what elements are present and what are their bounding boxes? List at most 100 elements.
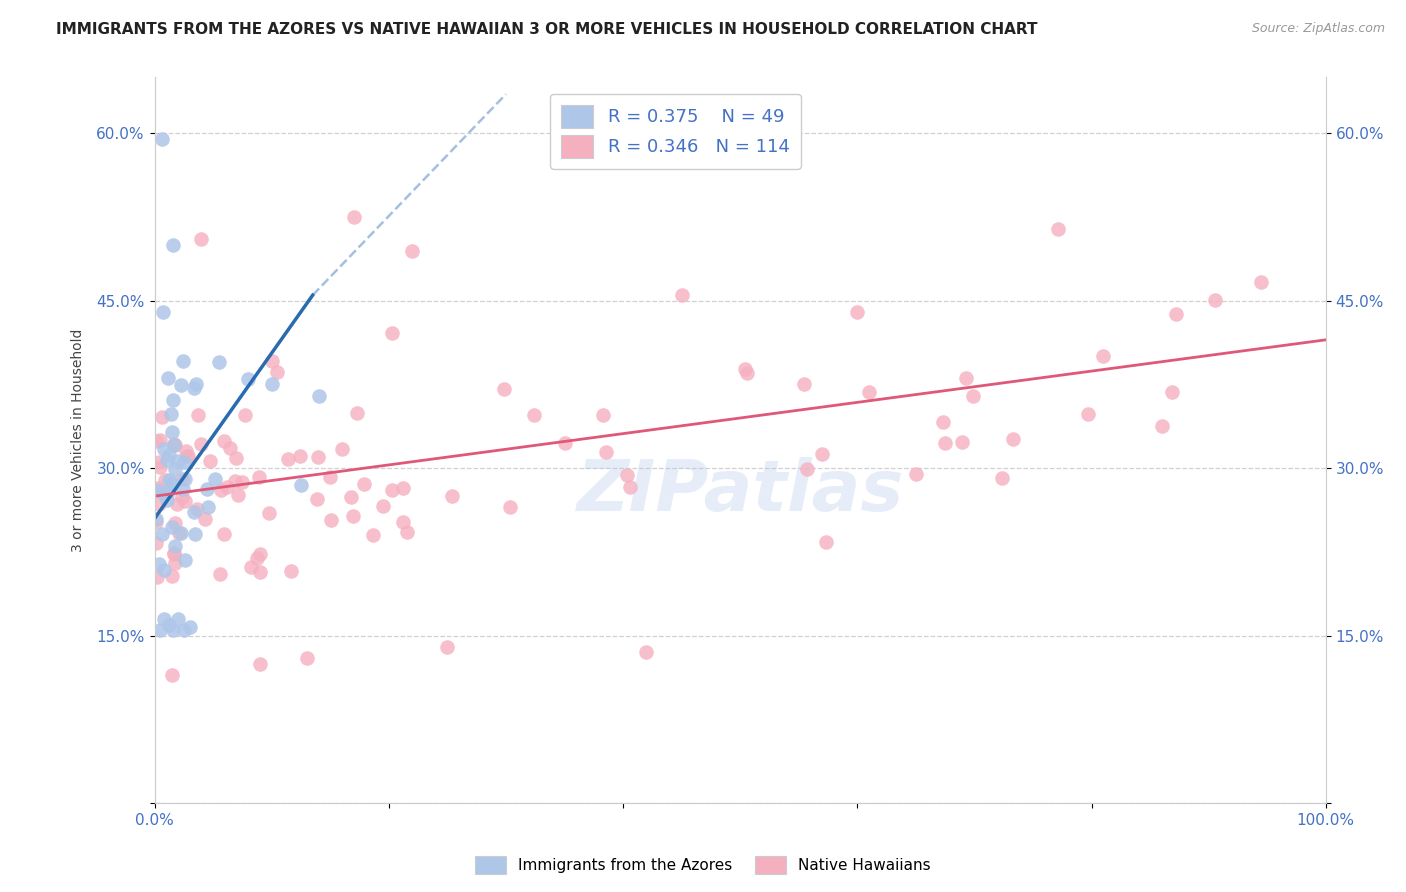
- Point: [212, 434, 235, 448]
- Point: [266, 365, 288, 379]
- Point: [172, 354, 194, 368]
- Point: [955, 371, 977, 385]
- Point: [1092, 349, 1115, 363]
- Point: [163, 461, 186, 475]
- Point: [215, 480, 238, 494]
- Point: [319, 514, 342, 528]
- Point: [187, 409, 209, 423]
- Point: [167, 454, 190, 468]
- Point: [170, 378, 193, 392]
- Point: [150, 527, 173, 541]
- Point: [145, 483, 167, 498]
- Point: [290, 478, 312, 492]
- Point: [153, 612, 176, 626]
- Point: [343, 210, 366, 224]
- Point: [308, 389, 330, 403]
- Point: [160, 475, 183, 490]
- Point: [160, 519, 183, 533]
- Point: [150, 132, 173, 146]
- Point: [353, 477, 375, 491]
- Point: [240, 560, 263, 574]
- Point: [990, 470, 1012, 484]
- Point: [950, 434, 973, 449]
- Point: [846, 305, 869, 319]
- Point: [177, 449, 200, 463]
- Point: [249, 657, 271, 671]
- Legend: Immigrants from the Azores, Native Hawaiians: Immigrants from the Azores, Native Hawai…: [470, 850, 936, 880]
- Point: [149, 623, 172, 637]
- Point: [1001, 432, 1024, 446]
- Point: [257, 506, 280, 520]
- Point: [150, 410, 173, 425]
- Point: [391, 481, 413, 495]
- Point: [224, 474, 246, 488]
- Point: [145, 515, 167, 529]
- Point: [165, 556, 187, 570]
- Point: [208, 355, 231, 369]
- Point: [145, 536, 167, 550]
- Point: [157, 617, 180, 632]
- Point: [238, 372, 260, 386]
- Point: [163, 438, 186, 452]
- Point: [166, 497, 188, 511]
- Point: [246, 551, 269, 566]
- Point: [636, 645, 658, 659]
- Point: [152, 563, 174, 577]
- Point: [962, 389, 984, 403]
- Point: [363, 528, 385, 542]
- Point: [1046, 222, 1069, 236]
- Point: [231, 475, 253, 489]
- Point: [148, 558, 170, 572]
- Point: [152, 486, 174, 500]
- Point: [173, 455, 195, 469]
- Point: [218, 442, 240, 456]
- Point: [174, 472, 197, 486]
- Text: ZIPatlas: ZIPatlas: [576, 457, 904, 525]
- Point: [190, 436, 212, 450]
- Point: [233, 408, 256, 422]
- Point: [932, 415, 955, 429]
- Point: [619, 480, 641, 494]
- Point: [173, 494, 195, 508]
- Point: [342, 509, 364, 524]
- Point: [1152, 419, 1174, 434]
- Point: [160, 407, 183, 421]
- Point: [934, 435, 956, 450]
- Point: [381, 326, 404, 340]
- Point: [176, 450, 198, 464]
- Point: [190, 232, 212, 246]
- Point: [858, 385, 880, 400]
- Point: [330, 442, 353, 456]
- Point: [174, 443, 197, 458]
- Point: [499, 500, 522, 514]
- Point: [156, 493, 179, 508]
- Point: [494, 382, 516, 396]
- Point: [225, 451, 247, 466]
- Point: [904, 467, 927, 481]
- Point: [167, 612, 190, 626]
- Point: [163, 516, 186, 531]
- Point: [195, 483, 218, 497]
- Point: [153, 473, 176, 487]
- Point: [247, 469, 270, 483]
- Point: [1204, 293, 1226, 307]
- Point: [152, 305, 174, 319]
- Point: [145, 511, 167, 525]
- Point: [149, 459, 172, 474]
- Point: [1164, 306, 1187, 320]
- Point: [162, 238, 184, 252]
- Point: [153, 442, 176, 456]
- Point: [249, 547, 271, 561]
- Point: [214, 527, 236, 541]
- Point: [277, 452, 299, 467]
- Point: [156, 453, 179, 467]
- Point: [160, 425, 183, 439]
- Point: [305, 491, 328, 506]
- Point: [280, 564, 302, 578]
- Point: [346, 406, 368, 420]
- Point: [162, 623, 184, 637]
- Point: [204, 472, 226, 486]
- Point: [146, 570, 169, 584]
- Point: [156, 485, 179, 500]
- Point: [209, 483, 232, 497]
